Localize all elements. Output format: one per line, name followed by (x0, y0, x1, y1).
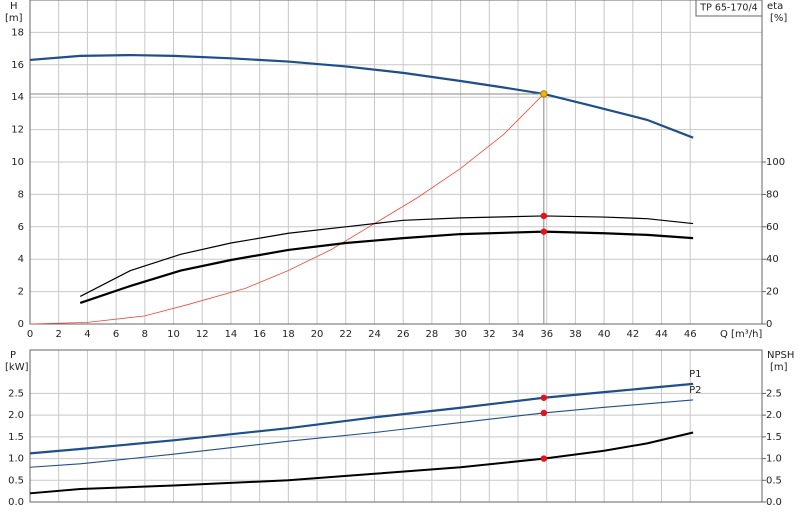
plot-frame (29, 0, 763, 325)
curve (79, 215, 694, 297)
y2-tick-label: 80 (766, 189, 779, 200)
chart-title: TP 65-170/4 (699, 3, 757, 14)
curve (29, 399, 694, 468)
x-tick-label: 24 (368, 329, 381, 340)
x-tick-label: 14 (225, 329, 238, 340)
x-tick-label: 2 (56, 329, 62, 340)
y2-tick-label: 0.5 (766, 475, 782, 486)
operating-point (540, 394, 548, 401)
curve (79, 230, 694, 304)
y-axis-unit: [kW] (5, 362, 29, 373)
x-tick-label: 38 (569, 329, 582, 340)
y2-tick-label: 2.0 (766, 410, 782, 421)
y-tick-label: 0 (18, 319, 24, 330)
x-tick-label: 28 (426, 329, 439, 340)
title-box (695, 0, 763, 17)
x-tick-label: 4 (84, 329, 90, 340)
y-tick-label: 16 (11, 60, 24, 71)
curve (29, 53, 694, 139)
operating-point (540, 409, 548, 417)
x-tick-label: 42 (626, 329, 639, 340)
y-tick-label: 12 (11, 125, 24, 136)
y-tick-label: 1.0 (8, 454, 24, 465)
x-tick-label: 22 (339, 329, 352, 340)
y-tick-label: 0.5 (8, 475, 24, 486)
y2-tick-label: 1.5 (766, 432, 782, 443)
x-tick-label: 40 (598, 329, 611, 340)
y2-tick-label: 20 (766, 287, 779, 298)
operating-point (540, 228, 548, 235)
x-tick-label: 30 (454, 329, 467, 340)
x-tick-label: 32 (483, 329, 496, 340)
y-tick-label: 18 (11, 27, 24, 38)
y-tick-label: 4 (18, 254, 24, 265)
y-tick-label: 14 (11, 92, 24, 103)
y-axis-unit: [m] (5, 13, 23, 24)
y-tick-label: 2.0 (8, 410, 24, 421)
x-axis-label: Q [m³/h] (720, 329, 762, 340)
curve (29, 431, 694, 495)
x-tick-label: 12 (196, 329, 209, 340)
x-tick-label: 10 (167, 329, 180, 340)
x-tick-label: 34 (512, 329, 525, 340)
y2-tick-label: 40 (766, 254, 779, 265)
operating-point (540, 455, 548, 462)
y2-tick-label: 0 (766, 319, 772, 330)
y-axis-label: H (10, 1, 18, 12)
x-tick-label: 8 (142, 329, 148, 340)
y2-axis-unit: [%] (770, 13, 787, 24)
y-tick-label: 2 (18, 287, 24, 298)
y2-axis-label: NPSH (767, 350, 794, 361)
curve-label: P1 (689, 369, 701, 380)
y-tick-label: 6 (18, 222, 24, 233)
curve-label: P2 (689, 385, 701, 396)
y2-axis-label: eta (767, 1, 783, 12)
x-tick-label: 44 (655, 329, 668, 340)
y-tick-label: 2.5 (8, 388, 24, 399)
x-tick-label: 26 (397, 329, 410, 340)
y-tick-label: 10 (11, 157, 24, 168)
y2-tick-label: 1.0 (766, 454, 782, 465)
curve (29, 93, 545, 325)
plot-frame (29, 349, 763, 503)
operating-point (540, 90, 548, 98)
x-tick-label: 0 (27, 329, 33, 340)
x-tick-label: 20 (311, 329, 324, 340)
x-tick-label: 6 (113, 329, 119, 340)
y-tick-label: 1.5 (8, 432, 24, 443)
curve (29, 382, 694, 455)
x-tick-label: 46 (684, 329, 697, 340)
x-tick-label: 36 (540, 329, 553, 340)
operating-point (540, 212, 548, 220)
x-tick-label: 18 (282, 329, 295, 340)
y2-tick-label: 0.0 (766, 497, 782, 508)
y2-tick-label: 60 (766, 222, 779, 233)
y-axis-label: P (10, 350, 16, 361)
y-tick-label: 0.0 (8, 497, 24, 508)
y2-tick-label: 2.5 (766, 388, 782, 399)
y2-tick-label: 100 (766, 157, 785, 168)
y2-axis-unit: [m] (770, 362, 788, 373)
x-tick-label: 16 (253, 329, 266, 340)
y-tick-label: 8 (18, 189, 24, 200)
